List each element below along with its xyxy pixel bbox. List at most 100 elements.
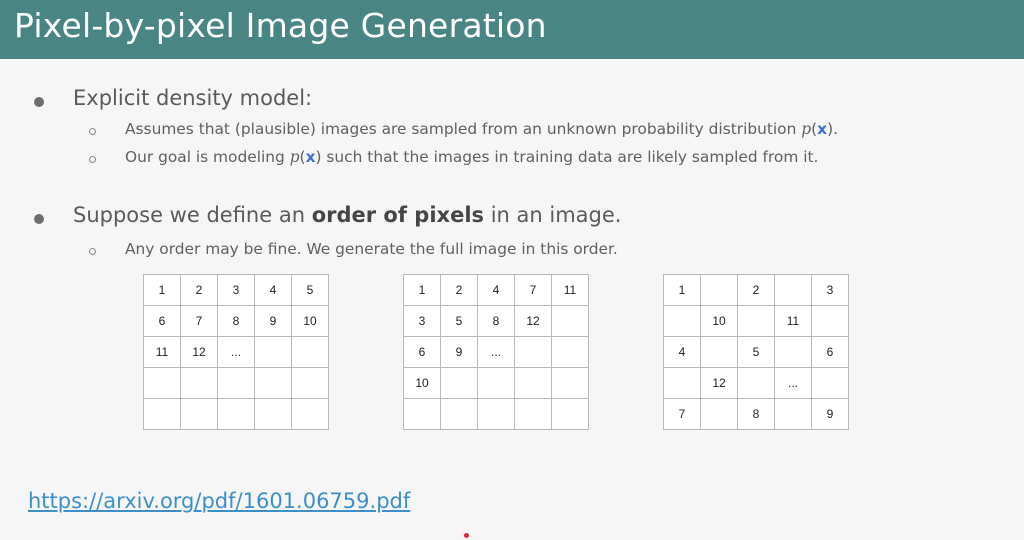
grid-cell [811, 367, 849, 399]
grid-cell: 10 [403, 367, 441, 399]
grid-row: 4 5 6 [663, 336, 849, 368]
grid-cell [700, 274, 738, 306]
sub-bullet-circle [89, 128, 96, 135]
grid-row: 12... [663, 367, 849, 399]
pixel-order-grid-multiscale: 1 2 3 10 11 4 5 6 12... 7 8 9 [663, 274, 849, 430]
grid-cell: ... [477, 336, 515, 368]
subitem-goal: Our goal is modeling p(x) such that the … [125, 148, 819, 166]
grid-cell [551, 336, 589, 368]
grid-cell [514, 398, 552, 430]
grid-cell [217, 367, 255, 399]
grid-cell: 5 [737, 336, 775, 368]
grid-cell [514, 367, 552, 399]
grid-row: 10 11 [663, 305, 849, 337]
grid-cell [254, 398, 292, 430]
grid-cell [774, 336, 812, 368]
grid-cell: 8 [217, 305, 255, 337]
grid-cell [663, 367, 701, 399]
grid-cell: 11 [143, 336, 181, 368]
grid-cell [440, 398, 478, 430]
subitem-assumes: Assumes that (plausible) images are samp… [125, 120, 838, 138]
grid-row: 1 2 3 [663, 274, 849, 306]
pixel-order-grid-raster: 1 2 3 4 5 6 7 8 9 10 11 12... [143, 274, 329, 430]
laser-pointer-dot [464, 533, 469, 538]
grid-cell [737, 367, 775, 399]
grid-cell [477, 367, 515, 399]
grid-cell: 12 [514, 305, 552, 337]
grid-cell [551, 367, 589, 399]
grid-cell: 7 [663, 398, 701, 430]
grid-cell [254, 367, 292, 399]
grid-cell [291, 367, 329, 399]
grid-cell: 5 [440, 305, 478, 337]
grid-cell: 10 [291, 305, 329, 337]
grid-cell: 6 [143, 305, 181, 337]
sub-bullet-circle [89, 248, 96, 255]
grid-cell: 9 [440, 336, 478, 368]
grid-cell: 9 [254, 305, 292, 337]
grid-cell: 11 [551, 274, 589, 306]
grid-row [143, 367, 329, 399]
grid-row: 7 8 9 [663, 398, 849, 430]
grid-cell: 4 [663, 336, 701, 368]
grid-cell: 6 [403, 336, 441, 368]
grid-cell: ... [774, 367, 812, 399]
grid-cell: 7 [180, 305, 218, 337]
grid-cell: 4 [254, 274, 292, 306]
bullet-order-of-pixels: Suppose we define an order of pixels in … [73, 203, 622, 227]
subitem-any-order: Any order may be fine. We generate the f… [125, 240, 618, 258]
grid-cell [440, 367, 478, 399]
grid-cell: 11 [774, 305, 812, 337]
sub-bullet-circle [89, 156, 96, 163]
grid-cell: 4 [477, 274, 515, 306]
grid-cell: 8 [737, 398, 775, 430]
grid-cell: 2 [180, 274, 218, 306]
grid-row [403, 398, 589, 430]
grid-cell [811, 305, 849, 337]
grid-cell [291, 398, 329, 430]
grid-row: 10 [403, 367, 589, 399]
grid-cell [291, 336, 329, 368]
grid-cell [737, 305, 775, 337]
grid-row: 3 5 8 12 [403, 305, 589, 337]
grid-cell [663, 305, 701, 337]
grid-cell [477, 398, 515, 430]
grid-cell [254, 336, 292, 368]
grid-row: 11 12... [143, 336, 329, 368]
grid-cell: 10 [700, 305, 738, 337]
grid-cell: 12 [180, 336, 218, 368]
grid-cell [143, 367, 181, 399]
bullet-dot [34, 214, 44, 224]
grid-cell: 1 [663, 274, 701, 306]
grid-cell: 1 [403, 274, 441, 306]
grid-cell [143, 398, 181, 430]
grid-cell: 5 [291, 274, 329, 306]
grid-cell [774, 274, 812, 306]
grid-cell [551, 305, 589, 337]
grid-cell: 8 [477, 305, 515, 337]
grid-cell: 3 [403, 305, 441, 337]
grid-cell: 3 [217, 274, 255, 306]
grid-cell: 1 [143, 274, 181, 306]
grid-cell [551, 398, 589, 430]
grid-cell [700, 336, 738, 368]
grid-cell: 2 [440, 274, 478, 306]
grid-cell: 2 [737, 274, 775, 306]
grid-row [143, 398, 329, 430]
grid-cell [700, 398, 738, 430]
grid-cell [774, 398, 812, 430]
bullet-dot [34, 97, 44, 107]
grid-row: 6 7 8 9 10 [143, 305, 329, 337]
grid-cell: 6 [811, 336, 849, 368]
grid-cell: 9 [811, 398, 849, 430]
grid-row: 1 2 4 7 11 [403, 274, 589, 306]
grid-cell: 12 [700, 367, 738, 399]
grid-cell [217, 398, 255, 430]
grid-row: 6 9... [403, 336, 589, 368]
grid-cell: 7 [514, 274, 552, 306]
grid-cell: ... [217, 336, 255, 368]
arxiv-paper-link[interactable]: https://arxiv.org/pdf/1601.06759.pdf [28, 489, 411, 513]
grid-cell [180, 367, 218, 399]
title-bar: Pixel-by-pixel Image Generation [0, 0, 1024, 59]
